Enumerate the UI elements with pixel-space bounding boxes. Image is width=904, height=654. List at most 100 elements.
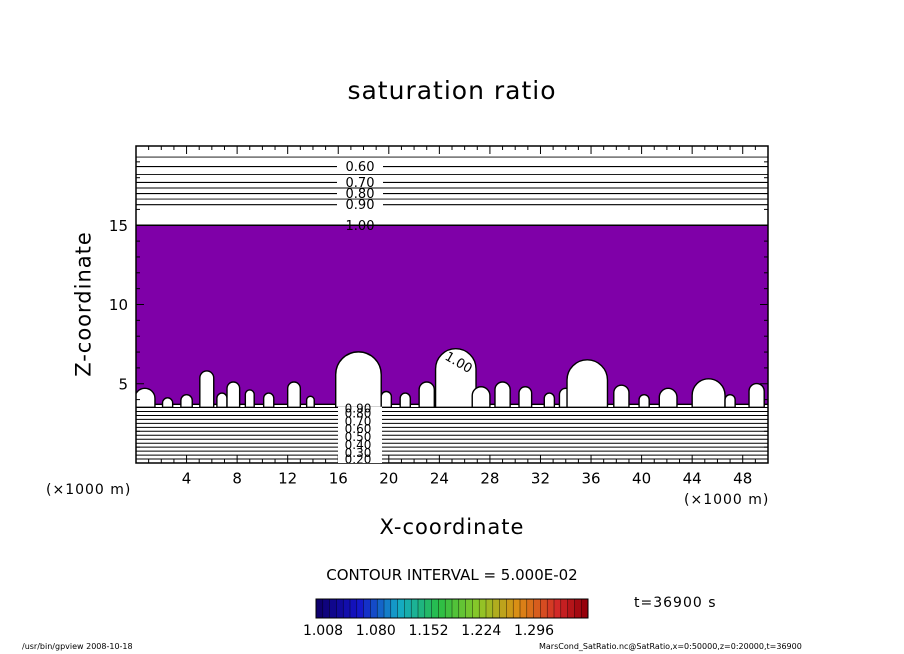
x-tick-label: 20 [379, 470, 398, 488]
footer-data-source: MarsCond_SatRatio.nc@SatRatio,x=0:50000,… [539, 642, 802, 651]
colorbar-tick-label: 1.296 [514, 623, 554, 639]
colorbar-swatch [404, 599, 412, 618]
colorbar-swatch [520, 599, 528, 618]
colorbar-swatch [499, 599, 507, 618]
x-tick-label: 40 [632, 470, 651, 488]
colorbar-swatch [567, 599, 575, 618]
colorbar-swatch [526, 599, 534, 618]
x-tick-label: 16 [329, 470, 348, 488]
colorbar-swatch [363, 599, 371, 618]
contour-label: 0.80 [346, 187, 375, 202]
contour-label: 0.60 [345, 422, 372, 436]
x-tick-label: 48 [733, 470, 752, 488]
y-tick-label: 15 [109, 217, 128, 235]
cloud-patch [262, 392, 275, 409]
colorbar-swatch [343, 599, 351, 618]
colorbar-swatch [431, 599, 439, 618]
cloud-patch [335, 351, 382, 409]
colorbar-swatch [397, 599, 405, 618]
x-tick-label: 8 [232, 470, 242, 488]
colorbar-swatch [513, 599, 521, 618]
cloud-patch [566, 359, 609, 409]
colorbar-frame [315, 598, 589, 619]
x-tick-label: 28 [480, 470, 499, 488]
x-tick-label: 24 [430, 470, 449, 488]
colorbar-swatch [452, 599, 460, 618]
x-tick-label: 4 [182, 470, 192, 488]
y-tick-label: 10 [109, 296, 128, 314]
cloud-patch [658, 387, 678, 409]
plot-area [136, 146, 768, 463]
x-tick-label: 32 [531, 470, 550, 488]
colorbar-swatch [350, 599, 358, 618]
x-axis-unit-right: (×1000 m) [684, 492, 770, 508]
cloud-patch [199, 370, 215, 409]
cloud-patch [286, 381, 302, 409]
contour-label: 0.70 [346, 176, 375, 191]
y-tick-label: 5 [118, 375, 128, 393]
colorbar-swatch [445, 599, 453, 618]
y-axis-label: Z-coordinate [71, 231, 96, 377]
colorbar-tick-label: 1.080 [356, 623, 396, 639]
cloud-patch [638, 394, 650, 409]
cloud-patch [691, 378, 726, 409]
cloud-patch [136, 387, 156, 409]
contour-label: 1.00 [346, 219, 375, 234]
colorbar-swatch [560, 599, 568, 618]
colorbar-swatch [554, 599, 562, 618]
contour-label: 0.30 [345, 446, 372, 460]
contour-label: 0.50 [345, 430, 372, 444]
colorbar-swatch [336, 599, 344, 618]
colorbar-swatch [465, 599, 473, 618]
colorbar-swatch [574, 599, 582, 618]
colorbar-swatch [356, 599, 364, 618]
contour-label: 0.20 [345, 452, 372, 466]
time-label: t=36900 s [634, 595, 717, 611]
colorbar-tick-label: 1.224 [461, 623, 501, 639]
colorbar-swatch [479, 599, 487, 618]
cloud-patch [161, 397, 174, 409]
colorbar-swatch [492, 599, 500, 618]
contour-label: 0.90 [346, 198, 375, 213]
cloud-patch [418, 381, 436, 409]
cloud-patch [380, 390, 393, 409]
x-tick-label: 36 [581, 470, 600, 488]
cloud-patch [518, 386, 533, 409]
cloud-patch [216, 392, 228, 409]
contour-label: 0.40 [345, 438, 372, 452]
cloud-patch [226, 381, 241, 409]
colorbar-tick-label: 1.008 [303, 623, 343, 639]
cloud-patch [748, 382, 765, 409]
contour-label: 0.60 [346, 160, 375, 175]
chart-title: saturation ratio [347, 76, 557, 105]
colorbar-tick-label: 1.152 [408, 623, 448, 639]
x-tick-label: 44 [683, 470, 702, 488]
cloud-patch [180, 394, 193, 409]
colorbar-swatch [316, 599, 324, 618]
colorbar-swatch [547, 599, 555, 618]
cloud-patch [305, 395, 315, 409]
colorbar-swatch [418, 599, 426, 618]
colorbar-swatch [329, 599, 337, 618]
cloud-patch [494, 381, 511, 409]
contour-interval-label: CONTOUR INTERVAL = 5.000E-02 [326, 566, 578, 584]
x-axis-unit-left: (×1000 m) [46, 482, 132, 498]
colorbar-swatch [411, 599, 419, 618]
contour-label-background [338, 406, 382, 463]
colorbar-swatch [458, 599, 466, 618]
colorbar-swatch [438, 599, 446, 618]
colorbar-swatch [581, 599, 589, 618]
colorbar-swatch [540, 599, 548, 618]
cloud-patch [434, 348, 477, 409]
colorbar-swatch [506, 599, 514, 618]
cloud-patch [244, 389, 255, 409]
colorbar-swatch [390, 599, 398, 618]
footer-program-date: /usr/bin/gpview 2008-10-18 [22, 642, 133, 651]
x-axis-label: X-coordinate [379, 515, 525, 539]
contour-label: 0.70 [345, 414, 372, 428]
colorbar-swatch [424, 599, 432, 618]
cloud-patch [471, 386, 491, 409]
cloud-patch [399, 392, 411, 409]
colorbar-swatch [370, 599, 378, 618]
